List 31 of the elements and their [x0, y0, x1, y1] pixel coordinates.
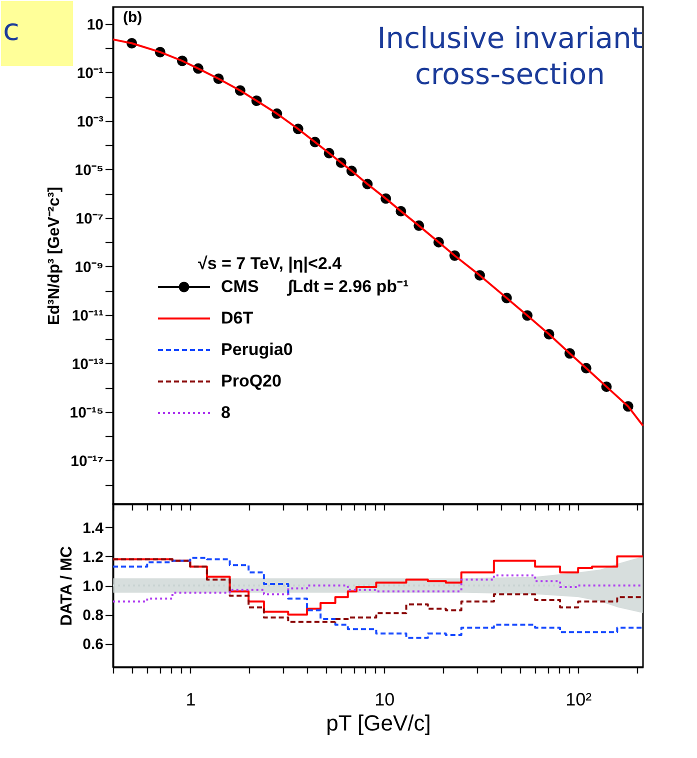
y-tick-label: 10⁻¹³ — [72, 356, 104, 373]
legend-label: 8 — [221, 403, 230, 422]
y-tick-label: 0.8 — [82, 607, 104, 624]
y-tick-label: 10⁻³ — [76, 113, 104, 130]
legend-title: √s = 7 TeV, |η|<2.4 — [198, 254, 342, 273]
legend-label: ProQ20 — [221, 372, 282, 390]
y-tick-label: 10 — [86, 16, 104, 34]
y-axis-title: DATA / MC — [58, 546, 76, 626]
y-tick-label: 10⁻⁹ — [74, 258, 104, 276]
legend-label: CMS — [221, 277, 259, 296]
y-tick-label: 1.0 — [82, 578, 104, 595]
annotation: Inclusive invariant cross-section — [377, 21, 643, 91]
annotation: (b) — [123, 9, 142, 26]
y-tick-label: 10⁻¹⁷ — [70, 452, 104, 470]
y-tick-label: 10⁻¹ — [76, 64, 104, 82]
x-tick-label: 1 — [186, 690, 196, 710]
y-tick-label: 10⁻¹⁵ — [70, 404, 104, 422]
x-tick-label: 10² — [566, 690, 592, 710]
y-tick-label: 10⁻⁵ — [74, 162, 104, 179]
y-tick-label: 10⁻¹¹ — [72, 307, 104, 324]
legend-label: D6T — [221, 308, 254, 328]
y-tick-label: 10⁻⁷ — [76, 210, 104, 228]
legend-label: Perugia0 — [221, 340, 293, 359]
y-tick-label: 1.4 — [82, 520, 104, 537]
y-tick-label: 0.6 — [82, 636, 104, 654]
x-axis-title: pT [GeV/c] — [326, 710, 431, 736]
y-axis-title: Ed³N/dp³ [GeV⁻²c³] — [46, 186, 63, 326]
annotation: ∫Ldt = 2.96 pb⁻¹ — [286, 277, 410, 296]
x-tick-label: 10 — [374, 690, 395, 710]
text: c — [3, 13, 20, 48]
y-tick-label: 1.2 — [82, 548, 104, 566]
